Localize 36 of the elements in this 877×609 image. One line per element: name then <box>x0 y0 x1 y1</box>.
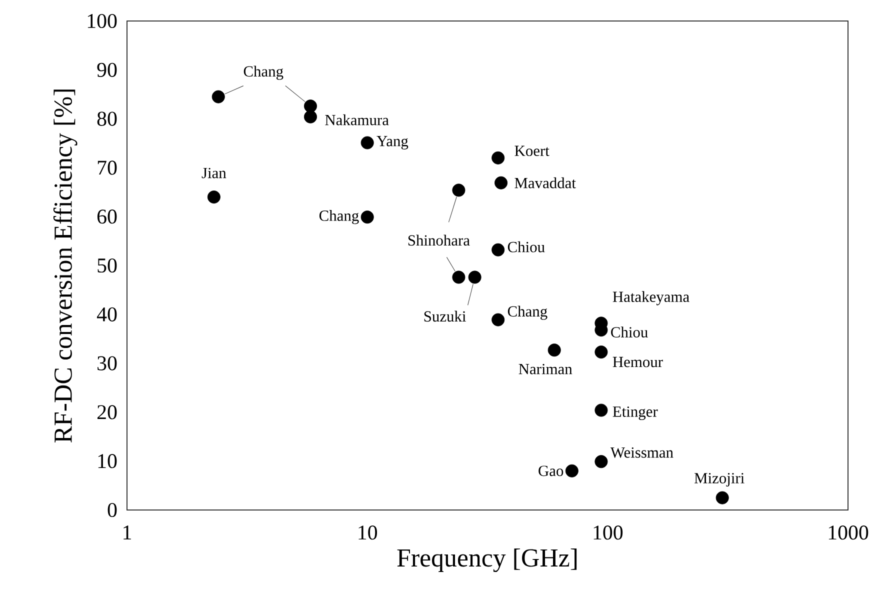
annotation: Nakamura <box>325 114 389 126</box>
y-tick-label: 10 <box>98 454 117 468</box>
y-tick-label: 100 <box>88 14 117 28</box>
x-tick-label: 1 <box>124 526 131 540</box>
y-tick-label: 0 <box>108 502 117 518</box>
annotation: Chiou <box>508 241 545 252</box>
x-tick-label: 10 <box>358 526 378 540</box>
annotation: Jian <box>202 168 226 178</box>
y-tick-label: 30 <box>98 356 117 370</box>
y-axis-title: RF-DC conversion Efficiency [%] <box>53 90 78 443</box>
annotation: Gao <box>538 466 564 476</box>
annotation: Chiou <box>611 326 648 338</box>
y-tick-label: 20 <box>97 405 117 420</box>
annotation: Hatakeyama <box>612 291 690 306</box>
x-tick-label: 100 <box>594 526 623 540</box>
y-tick-label: 50 <box>98 258 117 273</box>
annotation: Mavaddat <box>514 177 576 188</box>
y-tick-label: 40 <box>96 307 117 322</box>
annotation: Koert <box>514 146 550 156</box>
y-tick-label: 90 <box>97 62 117 77</box>
annotation: Chang <box>244 66 284 80</box>
annotation: Etinger <box>612 406 658 420</box>
annotation: Weissman <box>610 447 674 458</box>
annotation: Yang <box>376 136 408 150</box>
annotation: Shinohara <box>408 234 470 246</box>
y-tick-label: 80 <box>97 112 117 126</box>
annotation: Hemour <box>612 356 663 368</box>
annotation: Nariman <box>518 364 572 374</box>
x-tick-label: 1000 <box>828 526 868 540</box>
annotation: Chang <box>319 210 359 224</box>
x-axis-title: Frequency [GHz] <box>397 548 577 572</box>
annotation: Suzuki <box>424 310 466 322</box>
annotation: Mizojiri <box>694 473 744 487</box>
annotation: Chang <box>508 306 548 320</box>
y-tick-label: 60 <box>97 210 117 224</box>
y-tick-label: 70 <box>98 160 117 175</box>
